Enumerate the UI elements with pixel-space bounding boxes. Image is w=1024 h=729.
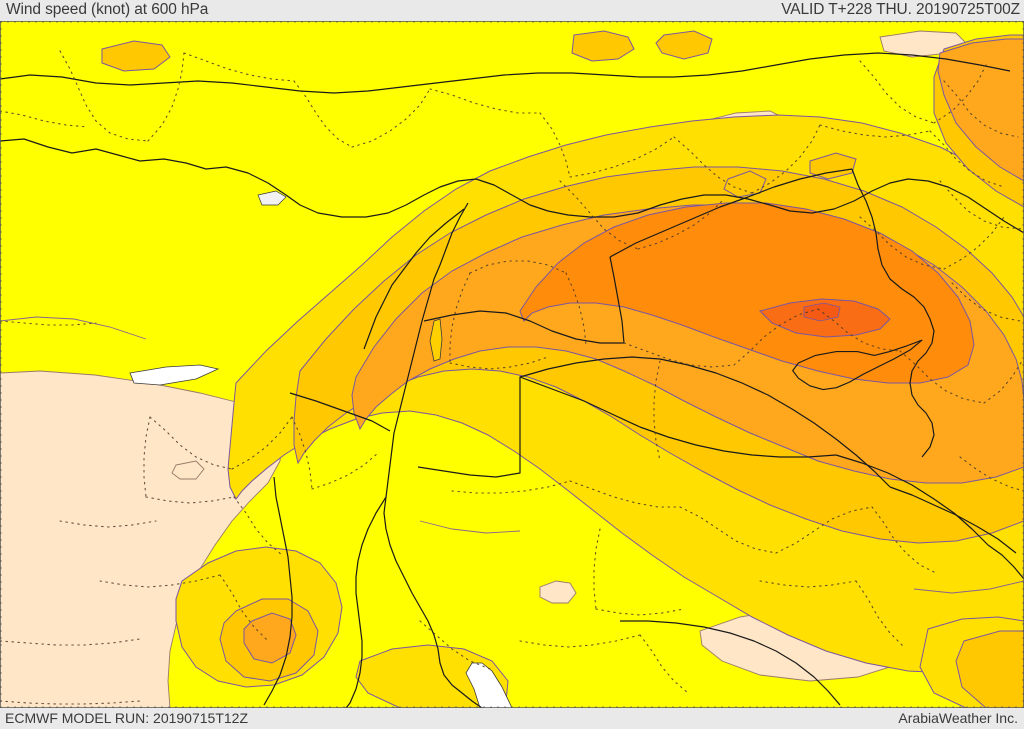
water-bodies [129,190,513,708]
valid-time-label: VALID T+228 THU. 20190725T00Z [781,1,1020,18]
contour-band-35kt [759,298,891,338]
map-canvas[interactable] [0,21,1024,708]
contour-lines [0,316,1024,594]
coastlines-and-borders [0,52,1024,708]
provider-label: ArabiaWeather Inc. [898,710,1018,726]
page-title: Wind speed (knot) at 600 hPa [6,1,209,18]
map-title-bar: Wind speed (knot) at 600 hPa VALID T+228… [0,0,1024,21]
map-status-bar: ECMWF MODEL RUN: 20190715T12Z ArabiaWeat… [0,708,1024,729]
model-run-label: ECMWF MODEL RUN: 20190715T12Z [5,710,248,726]
wind-speed-contour-map[interactable] [0,21,1024,708]
map-frame [0,21,1024,708]
contour-band-30kt [519,202,975,384]
administrative-borders [0,50,1024,705]
